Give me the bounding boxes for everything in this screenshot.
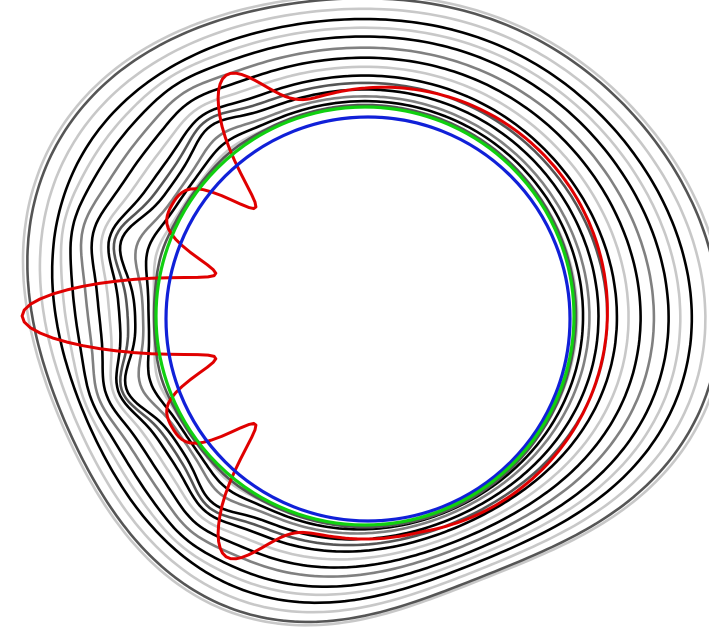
gray-contour-group <box>21 0 709 627</box>
outer-contour-2 <box>26 0 709 624</box>
outer-contour-4 <box>50 17 694 605</box>
outer-contour-5 <box>59 26 682 597</box>
inner-contour-4 <box>152 103 578 529</box>
red-lobed-contour <box>20 71 609 561</box>
mid-contour-5 <box>112 81 609 547</box>
mid-contour-1 <box>79 46 656 578</box>
mid-contour-3 <box>99 65 630 561</box>
blue-circle <box>164 115 572 523</box>
outer-contour-6 <box>69 35 670 588</box>
inner-contour-1 <box>134 95 591 535</box>
outer-contour-1 <box>21 0 709 627</box>
mid-contour-6 <box>118 88 600 541</box>
outer-contour-3 <box>38 7 707 614</box>
green-circle <box>154 105 576 527</box>
mid-contour-4 <box>107 74 619 553</box>
mid-contour-2 <box>90 56 642 569</box>
